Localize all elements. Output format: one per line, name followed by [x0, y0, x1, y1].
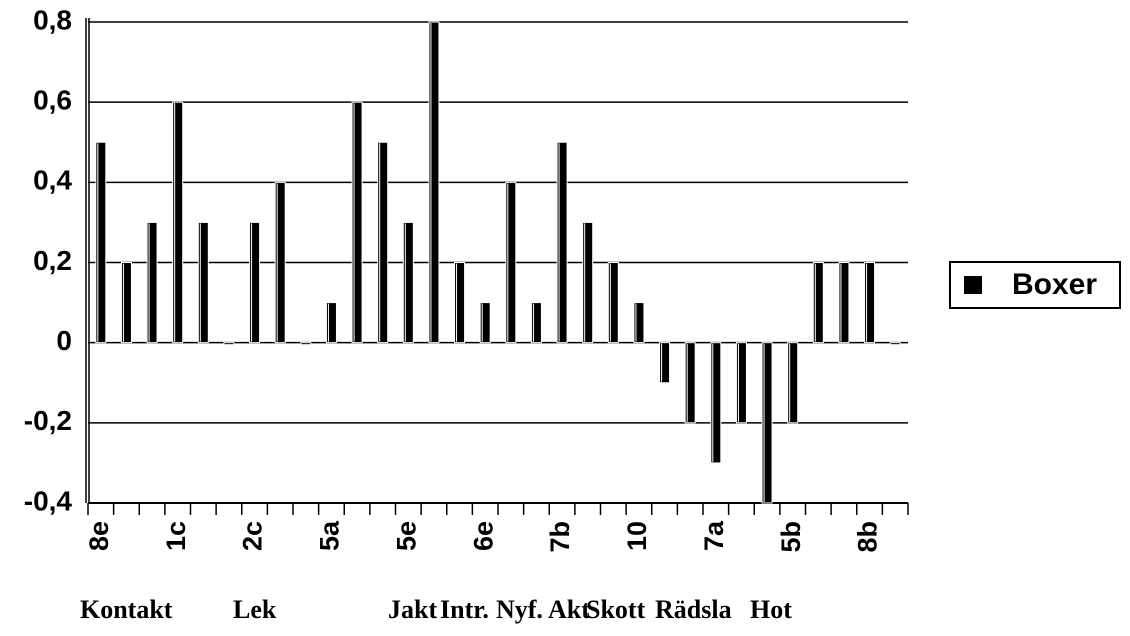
group-label: Skott	[586, 595, 646, 624]
y-tick-label: -0,2	[24, 405, 72, 436]
bar	[505, 181, 517, 344]
group-label: Akt	[548, 595, 590, 624]
bar	[761, 342, 773, 504]
bar	[351, 101, 363, 344]
x-tick-label: 5a	[315, 520, 345, 551]
x-tick-label: 5e	[391, 521, 421, 551]
bar	[710, 342, 722, 464]
bar	[300, 342, 312, 346]
bar	[889, 342, 901, 346]
legend-swatch	[964, 276, 982, 294]
bar	[812, 262, 824, 344]
bar	[402, 221, 414, 344]
group-label: Hot	[750, 595, 792, 624]
bar	[556, 141, 568, 344]
bar	[684, 342, 696, 424]
bar	[735, 342, 747, 424]
x-tick-label: 8b	[853, 521, 883, 553]
y-tick-label: 0,8	[33, 4, 72, 35]
bar	[659, 342, 671, 384]
bar	[607, 262, 619, 344]
bar	[223, 342, 235, 346]
bar	[325, 302, 337, 344]
bar	[530, 302, 542, 344]
y-tick-label: 0,2	[33, 245, 72, 276]
y-tick-label: 0,6	[33, 85, 72, 116]
x-tick-label: 7b	[545, 521, 575, 553]
bar	[428, 21, 440, 344]
bar	[864, 262, 876, 344]
y-tick-label: 0,4	[33, 165, 72, 196]
bar	[787, 342, 799, 424]
x-tick-label: 10	[622, 521, 652, 551]
bar	[838, 262, 850, 344]
bar	[377, 141, 389, 344]
bar	[249, 221, 261, 344]
bar	[197, 221, 209, 344]
x-tick-label: 6e	[468, 521, 498, 551]
bar	[479, 302, 491, 344]
bar	[95, 141, 107, 344]
group-label: Kontakt	[80, 595, 173, 624]
bar	[454, 262, 466, 344]
bar	[274, 181, 286, 344]
x-tick-label: 1c	[161, 521, 191, 551]
bar	[172, 101, 184, 344]
y-tick-label: 0	[56, 325, 72, 356]
group-label: Rädsla	[655, 595, 732, 624]
x-tick-label: 7a	[699, 520, 729, 551]
group-label: Lek	[233, 595, 277, 624]
x-tick-label: 8e	[84, 521, 114, 551]
bar	[120, 262, 132, 344]
x-tick-label: 2c	[238, 521, 268, 551]
bar	[146, 221, 158, 344]
x-tick-label: 5b	[776, 521, 806, 553]
bar	[633, 302, 645, 344]
group-label: Intr.	[440, 595, 489, 624]
group-label: Jakt	[388, 595, 437, 624]
y-tick-label: -0,4	[24, 485, 73, 516]
bar	[582, 221, 594, 344]
legend-label: Boxer	[1012, 268, 1097, 301]
group-label: Nyf.	[496, 595, 543, 624]
